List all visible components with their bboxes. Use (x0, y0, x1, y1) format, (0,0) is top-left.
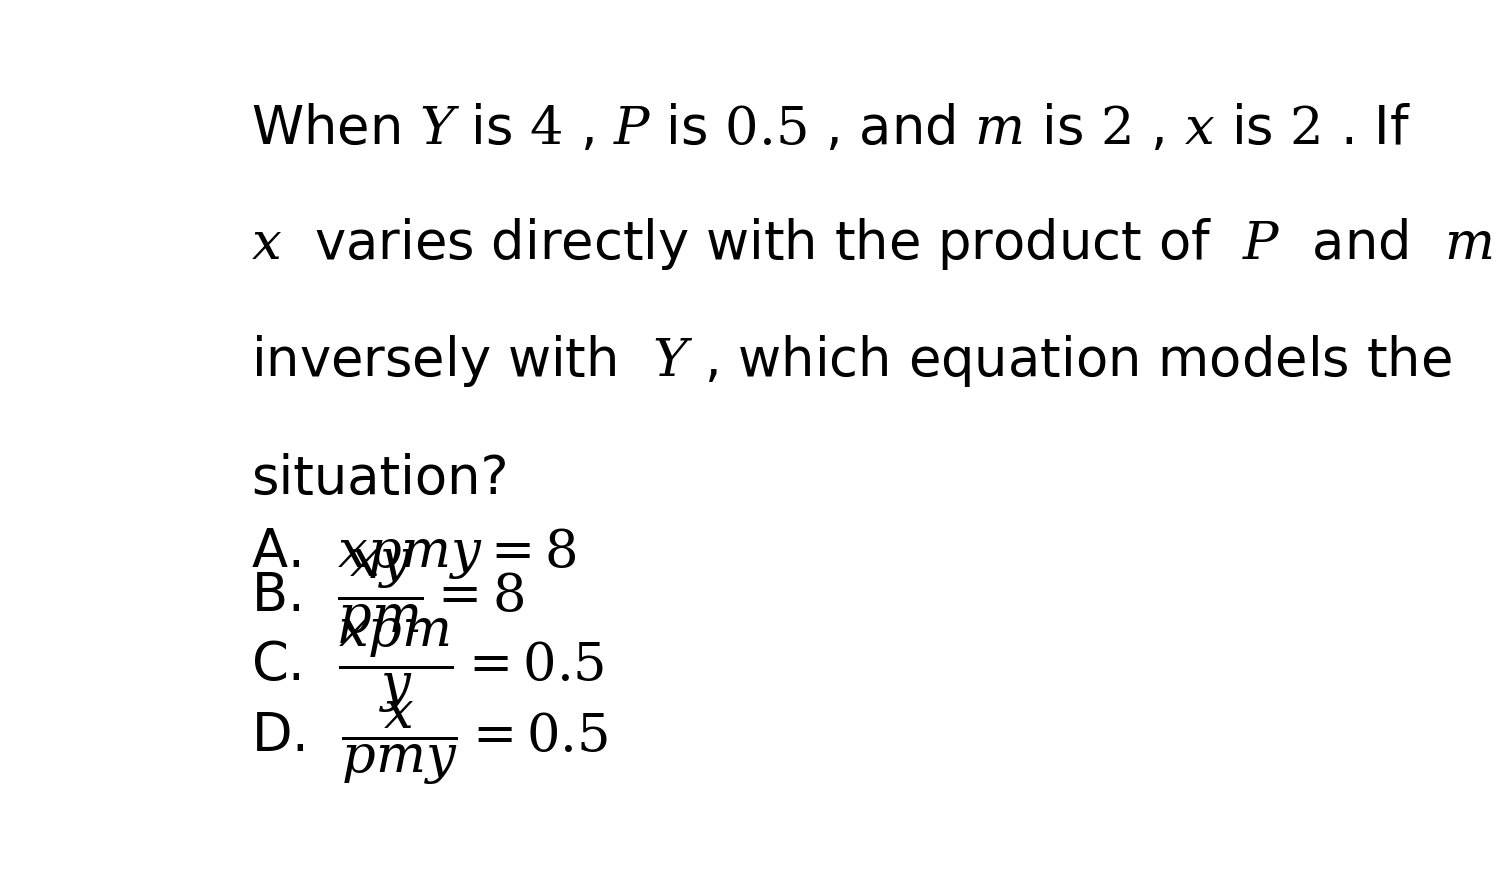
Text: A.  $xpmy = 8$: A. $xpmy = 8$ (252, 526, 578, 581)
Text: $x$  varies directly with the product of  $P$  and  $m$  and: $x$ varies directly with the product of … (252, 216, 1500, 272)
Text: situation?: situation? (252, 453, 508, 506)
Text: D.  $\dfrac{x}{pmy} = 0.5$: D. $\dfrac{x}{pmy} = 0.5$ (252, 699, 609, 787)
Text: C.  $\dfrac{xpm}{y} = 0.5$: C. $\dfrac{xpm}{y} = 0.5$ (252, 616, 604, 714)
Text: inversely with  $Y$ , which equation models the: inversely with $Y$ , which equation mode… (252, 333, 1452, 389)
Text: When $Y$ is $4$ , $P$ is $0.5$ , and $m$ is $2$ , $x$ is $2$ . If: When $Y$ is $4$ , $P$ is $0.5$ , and $m$… (252, 103, 1411, 155)
Text: B.  $\dfrac{xy}{pm} = 8$: B. $\dfrac{xy}{pm} = 8$ (252, 548, 525, 646)
